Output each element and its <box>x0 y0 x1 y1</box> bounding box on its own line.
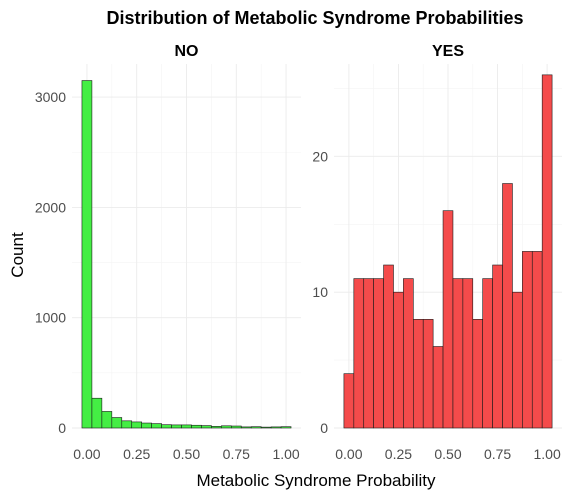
histogram-bar <box>221 425 232 429</box>
y-tick-label: 2000 <box>35 199 66 215</box>
histogram-bar <box>373 278 384 429</box>
histogram-bar <box>442 210 454 429</box>
y-tick-label: 3000 <box>35 89 66 105</box>
histogram-bar <box>121 420 133 429</box>
histogram-bar <box>211 426 222 429</box>
y-tick-label: 1000 <box>35 310 66 326</box>
histogram-bar <box>512 291 523 429</box>
histogram-bar <box>171 424 182 429</box>
histogram-bar <box>343 373 355 429</box>
histogram-bar <box>111 417 123 429</box>
panel-no: 0.00 0.25 0.50 0.75 1.00 0 1000 2000 3000 NO <box>35 43 301 462</box>
y-tick-label: 20 <box>312 148 328 164</box>
x-axis-label: Metabolic Syndrome Probability <box>196 471 436 490</box>
x-tick-label: 0.25 <box>123 446 150 462</box>
histogram-bar <box>353 278 365 429</box>
facet-label-yes: YES <box>432 43 464 60</box>
histogram-bar <box>472 319 483 429</box>
y-tick-label: 0 <box>320 420 328 436</box>
x-tick-label: 0.50 <box>173 446 200 462</box>
histogram-bar <box>482 278 493 429</box>
x-tick-label: 0.00 <box>73 446 100 462</box>
chart-title: Distribution of Metabolic Syndrome Proba… <box>106 8 523 28</box>
y-axis-label: Count <box>8 232 27 278</box>
histogram-bar <box>181 424 192 429</box>
histogram-bar <box>101 411 113 429</box>
histogram-bar <box>531 251 543 429</box>
histogram-bar <box>492 264 503 429</box>
histogram-bar <box>462 278 474 429</box>
y-tick-label: 0 <box>58 420 66 436</box>
histogram-bar <box>432 346 444 429</box>
histogram-bar <box>201 425 212 429</box>
histogram-bar <box>541 74 553 429</box>
x-tick-label: 0.25 <box>385 446 412 462</box>
panel-yes: 0.00 0.25 0.50 0.75 1.00 0 10 20 YES <box>312 43 562 462</box>
histogram-bar <box>413 319 424 429</box>
x-tick-label: 0.00 <box>335 446 362 462</box>
histogram-bar <box>141 422 152 429</box>
x-tick-label: 0.75 <box>223 446 250 462</box>
y-tick-label: 10 <box>312 284 328 300</box>
histogram-bar <box>231 425 242 429</box>
histogram-bar <box>452 278 464 429</box>
histogram-bar <box>81 80 93 429</box>
histogram-bar <box>191 424 202 429</box>
histogram-bar <box>151 423 162 429</box>
histogram-bar <box>91 397 103 429</box>
histogram-bar <box>363 278 374 429</box>
histogram-bar <box>250 426 262 429</box>
histogram-bar <box>131 421 142 429</box>
x-tick-label: 0.75 <box>484 446 511 462</box>
facet-label-no: NO <box>175 43 199 60</box>
histogram-bar <box>393 291 404 429</box>
histogram-bar <box>522 251 533 429</box>
histogram-bar <box>383 264 394 429</box>
histogram-bar <box>502 183 513 429</box>
histogram-bar <box>260 426 272 429</box>
histogram-bar <box>240 426 252 429</box>
x-tick-label: 1.00 <box>534 446 561 462</box>
histogram-bar <box>280 426 292 429</box>
x-tick-label: 1.00 <box>272 446 299 462</box>
histogram-bar <box>161 424 172 429</box>
histogram-bar <box>422 319 434 429</box>
histogram-bar <box>270 426 282 429</box>
histogram-bar <box>403 278 414 429</box>
x-tick-label: 0.50 <box>434 446 461 462</box>
